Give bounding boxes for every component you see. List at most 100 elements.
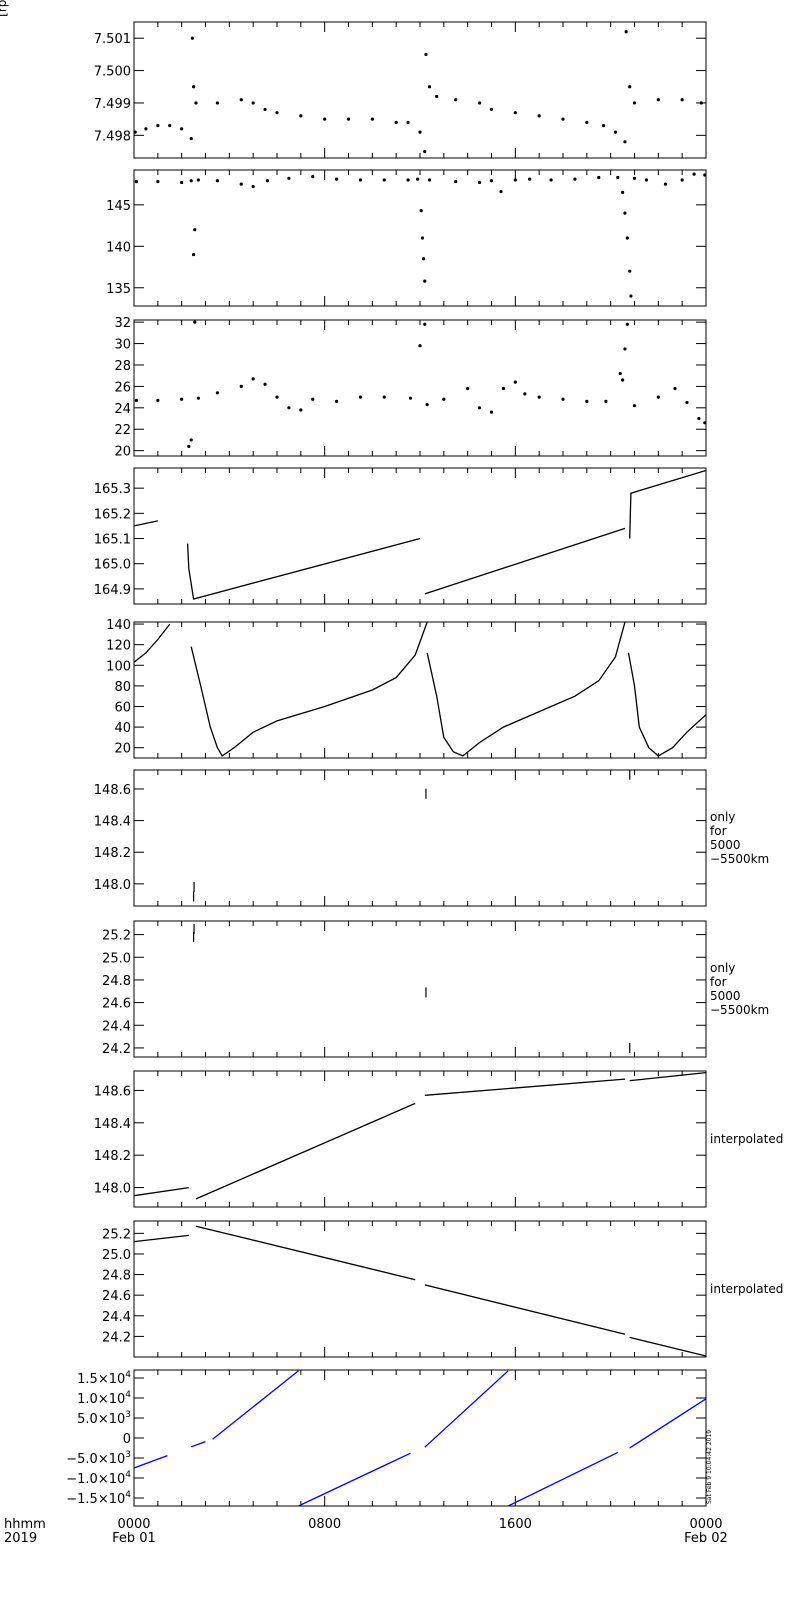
data-point	[625, 236, 629, 240]
x-tick-label-time: 0000	[689, 1517, 722, 1532]
data-point	[632, 101, 637, 105]
data-point	[699, 101, 703, 105]
data-point	[628, 85, 632, 89]
y-tick-label: 145	[106, 199, 131, 214]
data-point	[382, 395, 386, 399]
data-point	[513, 380, 517, 384]
data-point	[613, 130, 618, 134]
data-point	[427, 178, 432, 182]
series-line	[134, 623, 171, 663]
y-tick-label: 25.2	[102, 929, 131, 944]
data-point	[215, 179, 220, 183]
x-tick-marks	[133, 1071, 707, 1207]
data-point	[191, 252, 196, 257]
data-point	[623, 211, 627, 215]
data-point	[251, 184, 255, 189]
series-line	[190, 622, 428, 757]
y-tick-label: 7.499	[94, 97, 131, 112]
data-point	[156, 398, 160, 402]
y-tick-marks: 7.498 7.499 7.500 7.501	[94, 32, 706, 144]
y-tick-label: 26	[114, 380, 131, 395]
data-point	[239, 384, 243, 388]
data-point	[144, 127, 148, 131]
panel-1: 7.498 7.499 7.500 7.501 spinrate[rpm]	[0, 0, 707, 159]
y-tick-label: 24.4	[102, 1310, 131, 1325]
data-point	[703, 421, 706, 425]
side-note: interpolated	[710, 1282, 783, 1296]
x-tick-marks	[133, 170, 707, 306]
data-point	[523, 392, 527, 396]
data-point	[187, 444, 191, 448]
y-tick-marks: 148.0 148.2 148.4 148.6	[94, 783, 706, 893]
data-point	[466, 386, 470, 391]
data-marks	[134, 469, 706, 600]
y-tick-label: 0	[123, 1432, 131, 1447]
data-marks	[134, 320, 706, 448]
y-tick-label: 100	[106, 659, 131, 674]
data-point	[134, 398, 138, 402]
y-tick-label: 32	[114, 316, 131, 331]
data-point	[287, 176, 291, 180]
data-point	[656, 98, 660, 102]
x-tick-marks	[133, 1370, 707, 1506]
data-point	[618, 371, 622, 376]
series-line	[627, 652, 706, 757]
y-tick-label: 148.4	[94, 1117, 131, 1132]
data-point	[251, 377, 255, 381]
side-note-line: interpolated	[710, 1282, 783, 1296]
y-tick-label: 25.0	[102, 951, 131, 966]
y-tick-label: 7.498	[94, 129, 131, 144]
panel-8: 148.0148.2148.4148.6spinaxisAlpha[deg]in…	[94, 1070, 783, 1208]
data-point	[499, 189, 503, 194]
data-point	[418, 344, 422, 348]
data-point	[196, 178, 200, 182]
y-tick-label: 20	[114, 742, 131, 757]
data-point	[680, 178, 684, 182]
panel-2: 135140145spinaxisAlpha[deg]	[106, 169, 707, 307]
data-point	[624, 30, 628, 34]
data-point	[513, 178, 517, 182]
data-point	[435, 94, 439, 99]
data-point	[663, 182, 668, 186]
data-point	[537, 114, 541, 118]
data-point	[189, 136, 193, 141]
y-tick-label: 25.0	[102, 1248, 131, 1263]
y-tick-label: 135	[106, 282, 131, 297]
y-tick-label: 60	[114, 700, 131, 715]
series-line	[629, 1071, 706, 1082]
series-line	[298, 1452, 411, 1506]
data-point	[190, 36, 194, 40]
panel-7: 24.224.424.624.825.025.2spinaxisDelta[de…	[102, 920, 769, 1058]
y-tick-marks: 24.2 24.4 24.6 24.8 25.0 25.2	[102, 929, 706, 1057]
y-tick-label: 148.4	[94, 815, 131, 830]
data-point	[489, 410, 494, 414]
data-point	[194, 101, 198, 105]
data-point	[358, 395, 363, 399]
y-tick-label: 24.2	[102, 1042, 131, 1057]
data-point	[656, 395, 660, 399]
data-point	[346, 117, 351, 121]
y-tick-label: 24.8	[102, 1269, 131, 1284]
data-point	[454, 98, 458, 102]
data-point	[585, 399, 589, 403]
plot-frame	[133, 169, 707, 307]
x-tick-marks	[133, 921, 707, 1057]
y-tick-label: 25.2	[102, 1227, 131, 1242]
tick-mantissa: 5.0×10	[77, 1412, 125, 1427]
series-line	[186, 537, 421, 600]
data-point	[180, 127, 184, 131]
y-tick-label: 165.3	[94, 482, 131, 497]
data-point	[454, 180, 458, 184]
plot-timestamp: Sat Feb 9 10:04:42 2019	[706, 1430, 713, 1504]
data-point	[703, 173, 706, 177]
x-tick-label-time: 1600	[499, 1517, 532, 1532]
y-tick-label: 24.4	[102, 1019, 131, 1034]
data-point	[604, 399, 608, 403]
data-point	[692, 172, 696, 176]
data-point	[623, 347, 627, 351]
series-line	[629, 1336, 706, 1357]
